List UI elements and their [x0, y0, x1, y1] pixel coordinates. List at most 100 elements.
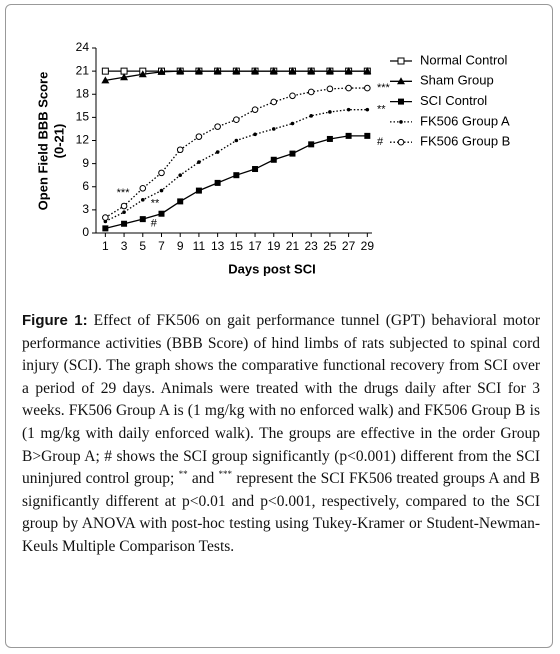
marker — [213, 67, 222, 75]
caption-text: and — [187, 470, 219, 488]
marker — [271, 127, 276, 131]
caption-text: Effect of FK506 on gait performance tunn… — [22, 312, 541, 488]
marker — [102, 225, 109, 232]
x-tick-label: 17 — [248, 239, 262, 253]
figure-frame — [5, 4, 553, 648]
marker — [234, 138, 239, 143]
marker — [194, 67, 203, 75]
legend-label: SCI Control — [420, 93, 487, 108]
marker — [177, 198, 184, 205]
x-tick-label: 9 — [177, 239, 184, 253]
y-tick-label: 9 — [82, 156, 89, 170]
x-tick-label: 21 — [286, 239, 300, 253]
marker — [159, 188, 164, 193]
marker — [326, 135, 333, 142]
marker — [289, 92, 296, 100]
y-tick-label: 12 — [76, 133, 90, 147]
caption-label: Figure 1: — [22, 312, 88, 329]
marker — [326, 85, 334, 93]
marker — [178, 173, 183, 177]
marker — [253, 132, 257, 137]
caption-text: represent the SCI FK506 treated groups A… — [22, 470, 540, 555]
annotation: # — [151, 218, 158, 230]
marker — [308, 141, 315, 148]
marker — [307, 88, 315, 96]
annotation: *** — [377, 82, 391, 94]
marker — [307, 67, 316, 75]
marker — [215, 150, 220, 154]
marker — [270, 156, 277, 163]
caption: Figure 1: Effect of FK506 on gait perfor… — [22, 310, 540, 559]
x-tick-label: 13 — [211, 239, 225, 253]
marker — [214, 179, 221, 186]
marker — [364, 132, 371, 139]
x-tick-label: 29 — [361, 239, 375, 253]
marker — [398, 98, 404, 105]
marker — [364, 84, 371, 92]
caption-sup: *** — [218, 469, 233, 479]
y-tick-label: 15 — [76, 110, 90, 124]
marker — [270, 98, 278, 106]
series-line — [105, 87, 368, 219]
x-tick-label: 23 — [305, 239, 319, 253]
marker — [121, 220, 128, 227]
marker — [139, 184, 147, 192]
marker — [138, 70, 147, 78]
marker — [122, 210, 126, 214]
legend-label: FK506 Group B — [420, 134, 510, 149]
marker — [195, 133, 203, 140]
marker — [346, 107, 351, 112]
y-tick-label: 24 — [76, 40, 90, 54]
x-tick-label: 19 — [267, 239, 281, 253]
marker — [140, 198, 145, 202]
y-tick-label: 3 — [82, 202, 89, 216]
marker — [252, 166, 259, 173]
legend-label: Normal Control — [420, 52, 508, 67]
marker — [328, 110, 332, 114]
marker — [325, 67, 334, 75]
annotation: # — [377, 136, 384, 148]
x-tick-label: 11 — [193, 239, 206, 253]
x-tick-label: 3 — [121, 239, 128, 253]
marker — [158, 210, 165, 217]
annotation: ** — [151, 198, 160, 210]
legend-label: Sham Group — [420, 73, 494, 88]
marker — [345, 132, 352, 139]
y-tick-label: 21 — [76, 63, 90, 77]
series-line — [105, 135, 368, 230]
x-tick-label: 27 — [342, 239, 356, 253]
marker — [101, 76, 110, 84]
marker — [397, 77, 405, 85]
marker — [233, 116, 240, 123]
marker — [197, 160, 201, 164]
annotation: *** — [117, 187, 131, 199]
marker — [397, 57, 405, 65]
marker — [251, 106, 259, 113]
y-tick-label: 0 — [82, 225, 89, 239]
legend-label: FK506 Group A — [420, 113, 510, 128]
marker — [120, 202, 128, 210]
caption-sup: ** — [178, 469, 188, 479]
marker — [157, 67, 166, 75]
marker — [399, 120, 403, 124]
marker — [102, 214, 109, 221]
x-axis-label: Days post SCI — [228, 261, 315, 276]
marker — [288, 67, 297, 75]
marker — [344, 67, 353, 75]
y-axis-label: (0-21) — [51, 124, 66, 159]
marker — [251, 67, 260, 75]
x-tick-label: 5 — [139, 239, 146, 253]
marker — [363, 67, 372, 75]
marker — [195, 187, 202, 194]
marker — [158, 169, 165, 177]
y-tick-label: 18 — [76, 86, 90, 100]
marker — [289, 150, 296, 157]
marker — [101, 67, 109, 75]
x-tick-label: 15 — [230, 239, 244, 253]
marker — [290, 121, 295, 126]
marker — [345, 84, 352, 92]
series-line — [105, 109, 368, 223]
marker — [176, 146, 184, 154]
x-tick-label: 7 — [158, 239, 165, 253]
